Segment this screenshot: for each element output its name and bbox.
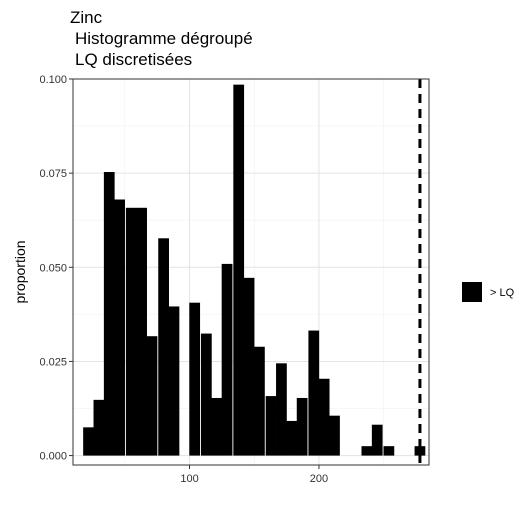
y-axis-label: proportion [12,240,28,303]
histogram-bar [254,346,265,456]
histogram-bar [371,424,383,456]
legend-key-gt-lq [462,282,482,302]
y-tick-label: 0.100 [39,74,67,86]
histogram-bar [318,378,330,456]
histogram-bar [168,306,180,456]
histogram-bar [158,238,169,456]
x-tick-label: 200 [310,473,328,485]
histogram-bar [308,330,320,456]
histogram-bar [286,420,298,456]
histogram-bar [383,446,395,456]
histogram-bar [276,363,287,456]
y-tick-label: 0.075 [39,168,67,180]
histogram-bar [265,396,277,456]
histogram-bar [136,207,147,456]
histogram-bar [414,446,426,456]
histogram-bar [329,415,340,456]
histogram-bar [189,302,201,456]
histogram-bar [146,336,158,456]
histogram-bar [83,427,94,456]
plot-border [72,78,430,466]
histogram-bar [200,333,212,456]
histogram-bar [125,207,137,456]
histogram-bar [221,263,233,456]
histogram-bar [114,199,125,456]
x-tick-label: 100 [180,473,198,485]
histogram-bar [103,172,115,456]
histogram-bar [361,446,373,456]
y-axis-ticks: 0.000 0.025 0.050 0.075 0.100 [39,74,73,463]
chart-title-line-2: Histogramme dégroupé [75,29,253,48]
histogram-bar [243,277,255,456]
y-tick-label: 0.025 [39,356,67,368]
histogram-bar [296,397,308,456]
x-axis-ticks: 100 200 [180,465,328,485]
chart-title-line-3: LQ discretisées [75,50,192,69]
chart-title-line-1: Zinc [70,8,103,27]
legend-label-gt-lq: > LQ [490,287,515,299]
y-tick-label: 0.050 [39,262,67,274]
histogram-bar [211,397,223,456]
histogram-bar [233,84,245,456]
histogram-bars [83,84,426,456]
histogram-bar [93,399,105,456]
y-tick-label: 0.000 [39,451,67,463]
